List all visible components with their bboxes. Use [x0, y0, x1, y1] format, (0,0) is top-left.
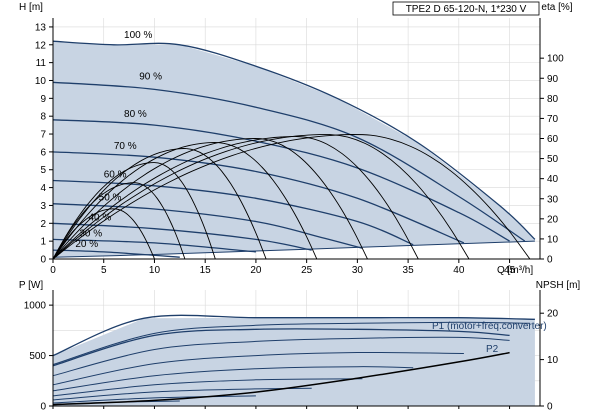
efficiency-curve	[52, 134, 531, 260]
power-series-curve	[52, 314, 535, 357]
h-tick-label: 2	[40, 219, 46, 230]
speed-label: 90 %	[139, 71, 162, 82]
h-tick-label: 9	[40, 94, 46, 105]
title-box	[392, 1, 540, 16]
power-series-curve	[52, 328, 510, 367]
h-tick-label: 6	[40, 147, 46, 158]
speed-label: 100 %	[124, 30, 152, 41]
x-axis-label-q: Q [m³/h]	[497, 265, 533, 276]
npsh-tick-label: 0	[547, 402, 553, 413]
q-tick-label: 35	[403, 265, 415, 276]
efficiency-curve	[52, 142, 318, 260]
y-axis-label-h: H [m]	[19, 2, 43, 13]
h-tick-label: 12	[35, 40, 47, 51]
q-tick-label: 45	[504, 265, 516, 276]
h-tick-label: 0	[40, 255, 46, 266]
q-tick-label: 15	[200, 265, 212, 276]
npsh-tick-label: 10	[547, 355, 559, 366]
y-axis-label-eta: eta [%]	[541, 2, 572, 13]
h-tick-label: 7	[40, 130, 46, 141]
q-tick-label: 25	[301, 265, 313, 276]
efficiency-curve	[52, 136, 419, 260]
y-axis-label-npsh: NPSH [m]	[536, 280, 581, 291]
efficiency-curve	[52, 182, 186, 260]
power-curve	[52, 366, 414, 392]
h-tick-label: 4	[40, 183, 46, 194]
eta-tick-label: 0	[547, 255, 553, 266]
q-tick-label: 0	[50, 265, 56, 276]
speed-curve	[52, 238, 256, 253]
eta-tick-label: 60	[547, 134, 559, 145]
p-tick-label: 500	[29, 351, 46, 362]
eta-tick-label: 50	[547, 154, 559, 165]
h-tick-label: 11	[36, 58, 47, 69]
chart-title: TPE2 D 65-120-N, 1*230 V	[406, 4, 527, 15]
speed-label: 80 %	[124, 109, 147, 120]
speed-label: 70 %	[114, 141, 137, 152]
q-tick-label: 40	[453, 265, 465, 276]
efficiency-curve	[52, 208, 155, 260]
legend-p2: P2	[486, 344, 499, 355]
efficiency-curve	[52, 138, 368, 260]
h-tick-label: 3	[40, 201, 46, 212]
p-tick-label: 1000	[24, 301, 47, 312]
eta-tick-label: 80	[547, 94, 559, 105]
eta-tick-label: 40	[547, 174, 559, 185]
eta-tick-label: 20	[547, 214, 559, 225]
eta-tick-label: 90	[547, 74, 559, 85]
power-curve	[52, 351, 464, 386]
speed-curve	[52, 40, 536, 240]
h-tick-label: 8	[40, 112, 46, 123]
y-axis-label-p: P [W]	[19, 280, 43, 291]
speed-curve	[52, 203, 363, 249]
eta-tick-label: 10	[547, 234, 559, 245]
power-curve	[52, 378, 363, 397]
speed-curve	[52, 179, 414, 246]
h-tick-label: 5	[40, 165, 46, 176]
npsh-tick-label: 20	[547, 309, 559, 320]
p-tick-label: 0	[40, 402, 46, 413]
speed-curve	[52, 222, 312, 251]
speed-label: 40 %	[89, 212, 112, 223]
minimum-curve	[52, 240, 535, 258]
q-tick-label: 30	[352, 265, 364, 276]
speed-curve	[52, 119, 510, 242]
eta-tick-label: 70	[547, 114, 559, 125]
efficiency-curve	[52, 133, 470, 260]
h-tick-label: 1	[40, 237, 46, 248]
legend-p1: P1 (motor+freq.converter)	[432, 321, 547, 332]
h-tick-label: 10	[35, 76, 47, 87]
speed-label: 30 %	[79, 228, 102, 239]
eta-tick-label: 30	[547, 194, 559, 205]
q-tick-label: 5	[101, 265, 107, 276]
q-tick-label: 20	[250, 265, 262, 276]
npsh-curve	[52, 351, 510, 406]
speed-curve	[52, 151, 465, 244]
speed-label: 50 %	[99, 193, 122, 204]
efficiency-curve	[52, 162, 216, 260]
efficiency-curve	[52, 148, 267, 260]
speed-curve	[52, 81, 526, 242]
h-tick-label: 13	[35, 22, 47, 33]
eta-tick-label: 100	[547, 54, 564, 65]
power-curve	[52, 336, 510, 377]
power-curve	[52, 395, 256, 404]
power-curve	[52, 321, 530, 366]
q-tick-label: 10	[149, 265, 161, 276]
speed-label: 20 %	[75, 239, 98, 250]
speed-label: 60 %	[104, 169, 127, 180]
